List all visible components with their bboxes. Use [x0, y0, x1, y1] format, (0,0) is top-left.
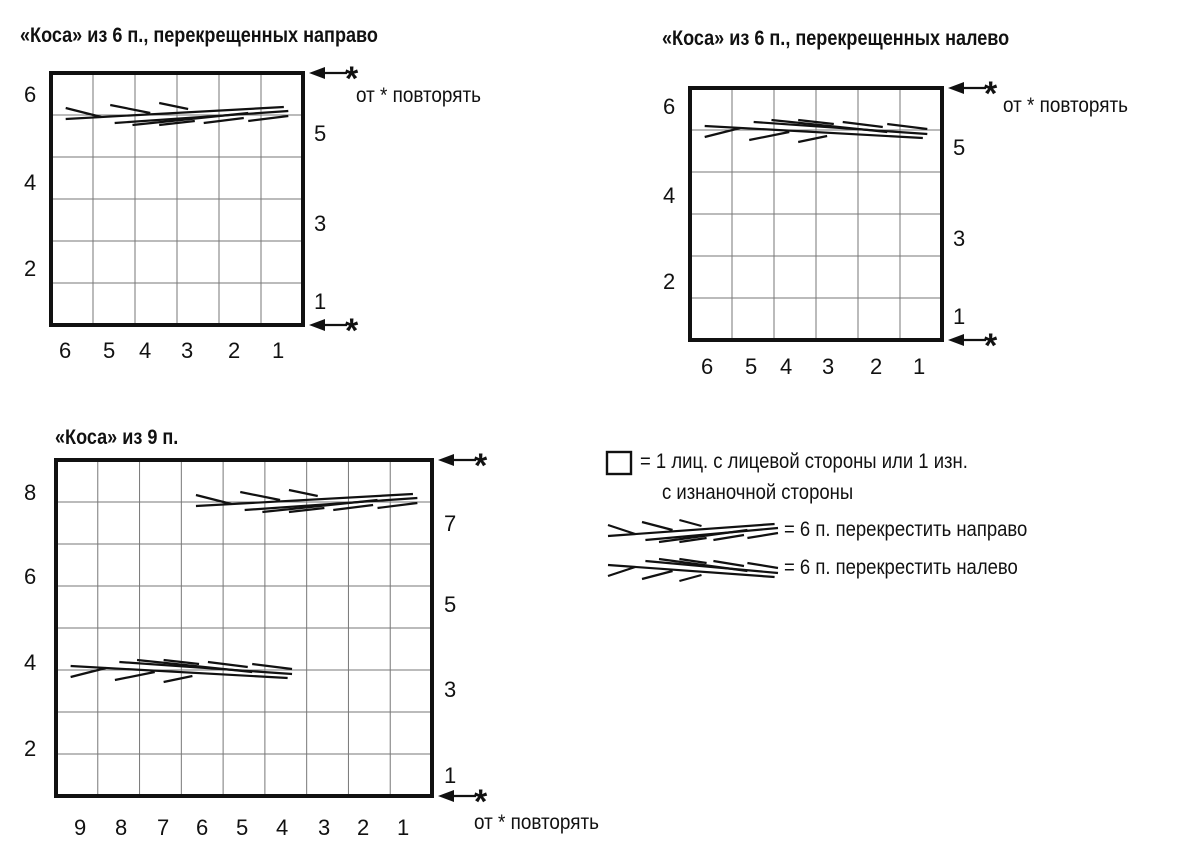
- chart1-col-label: 5: [103, 338, 116, 363]
- chart1-col-label: 1: [272, 338, 285, 363]
- legend-cross-left-text: = 6 п. перекрестить налево: [784, 556, 1018, 579]
- chart3-left-row-label: 2: [24, 736, 37, 761]
- chart1-left-row-label: 2: [24, 256, 37, 281]
- chart2-right-row-label: 3: [953, 226, 966, 251]
- chart3-col-label: 8: [115, 815, 128, 840]
- chart3-title: «Коса» из 9 п.: [55, 426, 179, 449]
- chart1-right-row-label: 1: [314, 289, 327, 314]
- chart2-left-row-label: 4: [663, 183, 676, 208]
- chart3-col-label: 9: [74, 815, 87, 840]
- repeat-star-marker: *: [984, 75, 998, 113]
- chart3-left-row-label: 8: [24, 480, 37, 505]
- repeat-star-marker: *: [345, 312, 359, 350]
- chart2-col-label: 3: [822, 354, 835, 379]
- chart3-col-label: 5: [236, 815, 249, 840]
- chart3-left-row-label: 4: [24, 650, 37, 675]
- chart2-col-label: 5: [745, 354, 758, 379]
- chart3-right-row-label: 5: [444, 592, 457, 617]
- chart1-frame: [49, 71, 305, 327]
- chart1-col-label: 6: [59, 338, 72, 363]
- chart1-repeat-text: от * повторять: [356, 84, 481, 107]
- chart3-repeat-arrow-top: *: [438, 447, 488, 485]
- cable-cross-right-symbol: [65, 101, 289, 127]
- chart1-right-row-label: 5: [314, 121, 327, 146]
- chart2-repeat-arrow-top: *: [948, 75, 998, 113]
- legend-empty-cell-text: = 1 лиц. с лицевой стороны или 1 изн.: [640, 450, 968, 473]
- chart2-repeat-text: от * повторять: [1003, 94, 1128, 117]
- cable-cross-right-symbol: [195, 488, 418, 514]
- chart2-left-row-label: 6: [663, 94, 676, 119]
- chart2-col-label: 4: [780, 354, 793, 379]
- legend-cross-right-symbol: [607, 518, 779, 544]
- chart2-col-label: 2: [870, 354, 883, 379]
- chart2-col-label: 1: [913, 354, 926, 379]
- chart3-col-label: 3: [318, 815, 331, 840]
- cable-cross-left-symbol: [70, 658, 293, 684]
- chart3-right-row-label: 7: [444, 511, 457, 536]
- chart1-left-row-label: 4: [24, 170, 37, 195]
- chart3-right-row-label: 3: [444, 677, 457, 702]
- chart2-right-row-label: 5: [953, 135, 966, 160]
- chart3-left-row-label: 6: [24, 564, 37, 589]
- chart3-col-label: 2: [357, 815, 370, 840]
- chart1-repeat-arrow-top: *: [309, 60, 359, 98]
- chart1-left-row-label: 6: [24, 82, 37, 107]
- chart3-col-label: 7: [157, 815, 170, 840]
- legend-empty-cell-symbol: [605, 450, 633, 476]
- chart3-col-label: 1: [397, 815, 410, 840]
- chart1-col-label: 2: [228, 338, 241, 363]
- legend-cross-left-symbol: [607, 557, 779, 583]
- chart2-left-row-label: 2: [663, 269, 676, 294]
- repeat-star-marker: *: [345, 60, 359, 98]
- chart1-col-label: 3: [181, 338, 194, 363]
- chart1-title: «Коса» из 6 п., перекрещенных направо: [20, 24, 378, 47]
- chart3-right-row-label: 1: [444, 763, 457, 788]
- chart3-frame: [54, 458, 434, 798]
- chart1-repeat-arrow-bottom: *: [309, 312, 359, 350]
- chart2-repeat-arrow-bottom: *: [948, 327, 998, 365]
- legend-cross-right-text: = 6 п. перекрестить направо: [784, 518, 1028, 541]
- cable-cross-left-symbol: [704, 118, 928, 144]
- chart2-title: «Коса» из 6 п., перекрещенных налево: [662, 27, 1010, 50]
- repeat-star-marker: *: [474, 783, 488, 821]
- repeat-star-marker: *: [474, 447, 488, 485]
- legend-empty-cell-text-line2: с изнаночной стороны: [662, 481, 854, 504]
- chart2-frame: [688, 86, 944, 342]
- chart3-repeat-arrow-bottom: *: [438, 783, 488, 821]
- chart2-col-label: 6: [701, 354, 714, 379]
- chart3-col-label: 6: [196, 815, 209, 840]
- repeat-star-marker: *: [984, 327, 998, 365]
- chart1-col-label: 4: [139, 338, 152, 363]
- chart1-right-row-label: 3: [314, 211, 327, 236]
- chart3-col-label: 4: [276, 815, 289, 840]
- chart2-right-row-label: 1: [953, 304, 966, 329]
- chart3-repeat-text: от * повторять: [474, 811, 599, 834]
